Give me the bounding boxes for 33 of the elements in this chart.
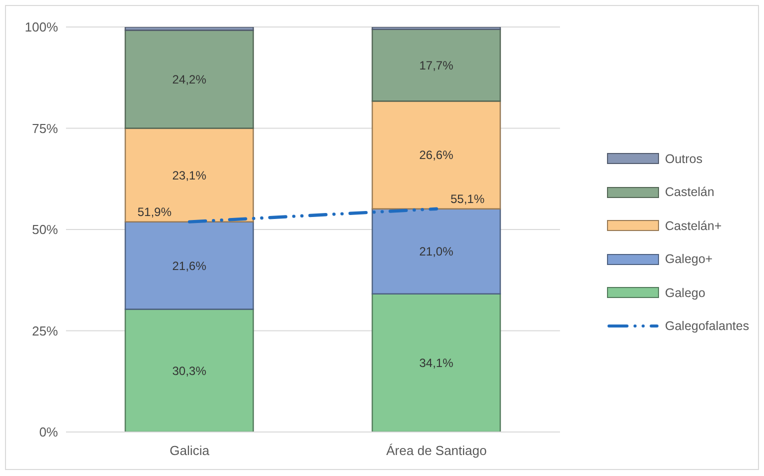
y-tick-label: 100% <box>24 20 58 35</box>
bar <box>124 221 254 310</box>
bar <box>124 308 254 432</box>
bar <box>372 28 501 102</box>
bar <box>124 128 254 222</box>
legend-label: Castelán+ <box>665 218 722 233</box>
bar <box>372 27 501 30</box>
data-label: 30,3% <box>172 364 207 378</box>
bar <box>124 27 254 31</box>
data-label: 17,7% <box>419 58 454 73</box>
data-label: 51,9% <box>137 204 172 219</box>
data-label: 21,0% <box>419 244 454 259</box>
x-tick-label: Área de Santiago <box>386 443 487 458</box>
data-label: 23,1% <box>172 168 207 182</box>
legend-label: Castelán <box>665 185 714 200</box>
data-label: 26,6% <box>419 148 454 162</box>
data-label: 24,2% <box>172 72 207 87</box>
y-tick-label: 25% <box>32 323 58 338</box>
x-tick-label: Galicia <box>170 443 210 458</box>
y-tick-label: 50% <box>32 222 58 238</box>
legend-label: Galegofalantes <box>665 319 750 334</box>
y-tick-label: 75% <box>32 120 58 136</box>
legend-label: Galego <box>665 286 706 300</box>
legend-label: Galego+ <box>665 252 713 266</box>
bar <box>372 293 501 432</box>
data-label: 34,1% <box>419 356 454 370</box>
y-tick-label: 0% <box>39 424 58 440</box>
data-label: 21,6% <box>172 258 207 273</box>
bar <box>372 100 501 210</box>
bar <box>124 30 254 129</box>
legend-label: Outros <box>665 152 703 166</box>
data-label: 55,1% <box>450 192 485 206</box>
bar <box>372 208 501 294</box>
